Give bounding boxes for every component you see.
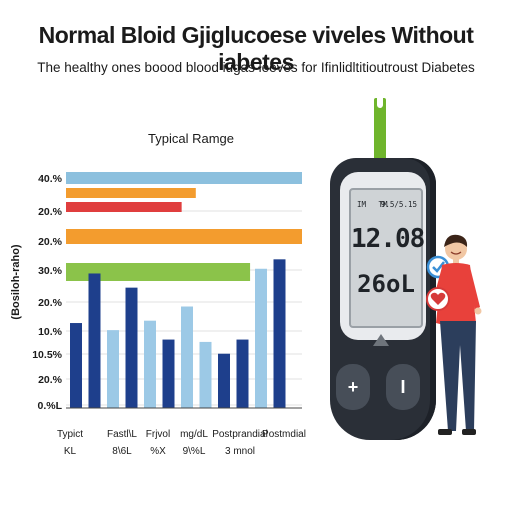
screen-label-1: IM xyxy=(357,200,367,209)
y-tick-label: 10.% xyxy=(38,326,63,338)
range-bars xyxy=(66,172,302,281)
level-bar xyxy=(88,273,101,408)
y-tick-label: 0.%L xyxy=(37,400,62,412)
page-subtitle: The healthy ones boood blood iugas leeve… xyxy=(37,60,475,75)
level-bar xyxy=(236,339,249,408)
level-bar xyxy=(199,341,212,408)
x-tick-label: Fastl\L 8\6L xyxy=(106,429,137,457)
page-title: Normal Bloid Gjiglucoese viveles Without… xyxy=(38,22,474,75)
range-bar xyxy=(66,263,251,281)
secondary-reading: 26oL xyxy=(357,270,415,298)
level-bar xyxy=(181,306,193,408)
y-tick-label: 40.% xyxy=(38,173,63,185)
y-tick-label: 20.% xyxy=(38,374,63,386)
level-bar xyxy=(107,330,119,408)
person-hair xyxy=(444,234,468,247)
x-tick-label: mg/dL 9\%L xyxy=(180,429,208,457)
arrow-up-icon[interactable] xyxy=(373,334,389,346)
level-bar xyxy=(70,323,82,408)
screen-label-3: 9.5/5.15 xyxy=(380,200,417,209)
meter-plus-button[interactable]: + xyxy=(336,364,370,410)
range-bar xyxy=(66,172,302,184)
y-tick-label: 30.% xyxy=(38,265,63,277)
range-bar xyxy=(66,188,196,198)
y-tick-label: 20.% xyxy=(38,297,63,309)
x-axis-labels: Typict KL Fastl\L 8\6L Frjvol %X mg/dL 9\%L Post… xyxy=(50,426,310,466)
x-tick-label: Frjvol %X xyxy=(145,429,171,457)
level-bar xyxy=(273,259,286,408)
person-illustration xyxy=(426,234,482,435)
y-tick-label: 10.5% xyxy=(32,349,62,361)
range-bar xyxy=(66,229,302,244)
x-tick-label: Typict KL xyxy=(56,429,84,457)
level-bar xyxy=(125,287,138,408)
y-axis-ticks: 40.% 20.% 20.% 30.% 20.% 10.% 10.5% 20.% 0.%L xyxy=(32,173,62,412)
y-tick-label: 20.% xyxy=(38,206,63,218)
x-tick-label: Postprandial 3 mnol xyxy=(212,429,268,457)
level-bars xyxy=(70,259,286,408)
x-tick-label: Postmdial xyxy=(262,429,306,440)
chart-title: Typical Ramge xyxy=(148,131,234,146)
level-bar xyxy=(144,320,156,408)
range-bar xyxy=(66,202,182,212)
test-strip xyxy=(374,98,386,160)
level-bar xyxy=(162,339,175,408)
y-tick-label: 20.% xyxy=(38,236,63,248)
level-bar xyxy=(255,268,267,408)
primary-reading: 12.08 xyxy=(351,224,425,254)
screen-label-2: TM xyxy=(378,200,388,209)
meter-screen: IM TM 9.5/5.15 12.08 26oL xyxy=(349,188,425,328)
meter-power-button[interactable]: I xyxy=(386,364,420,410)
level-bar xyxy=(218,353,230,408)
person-pants xyxy=(440,321,476,431)
